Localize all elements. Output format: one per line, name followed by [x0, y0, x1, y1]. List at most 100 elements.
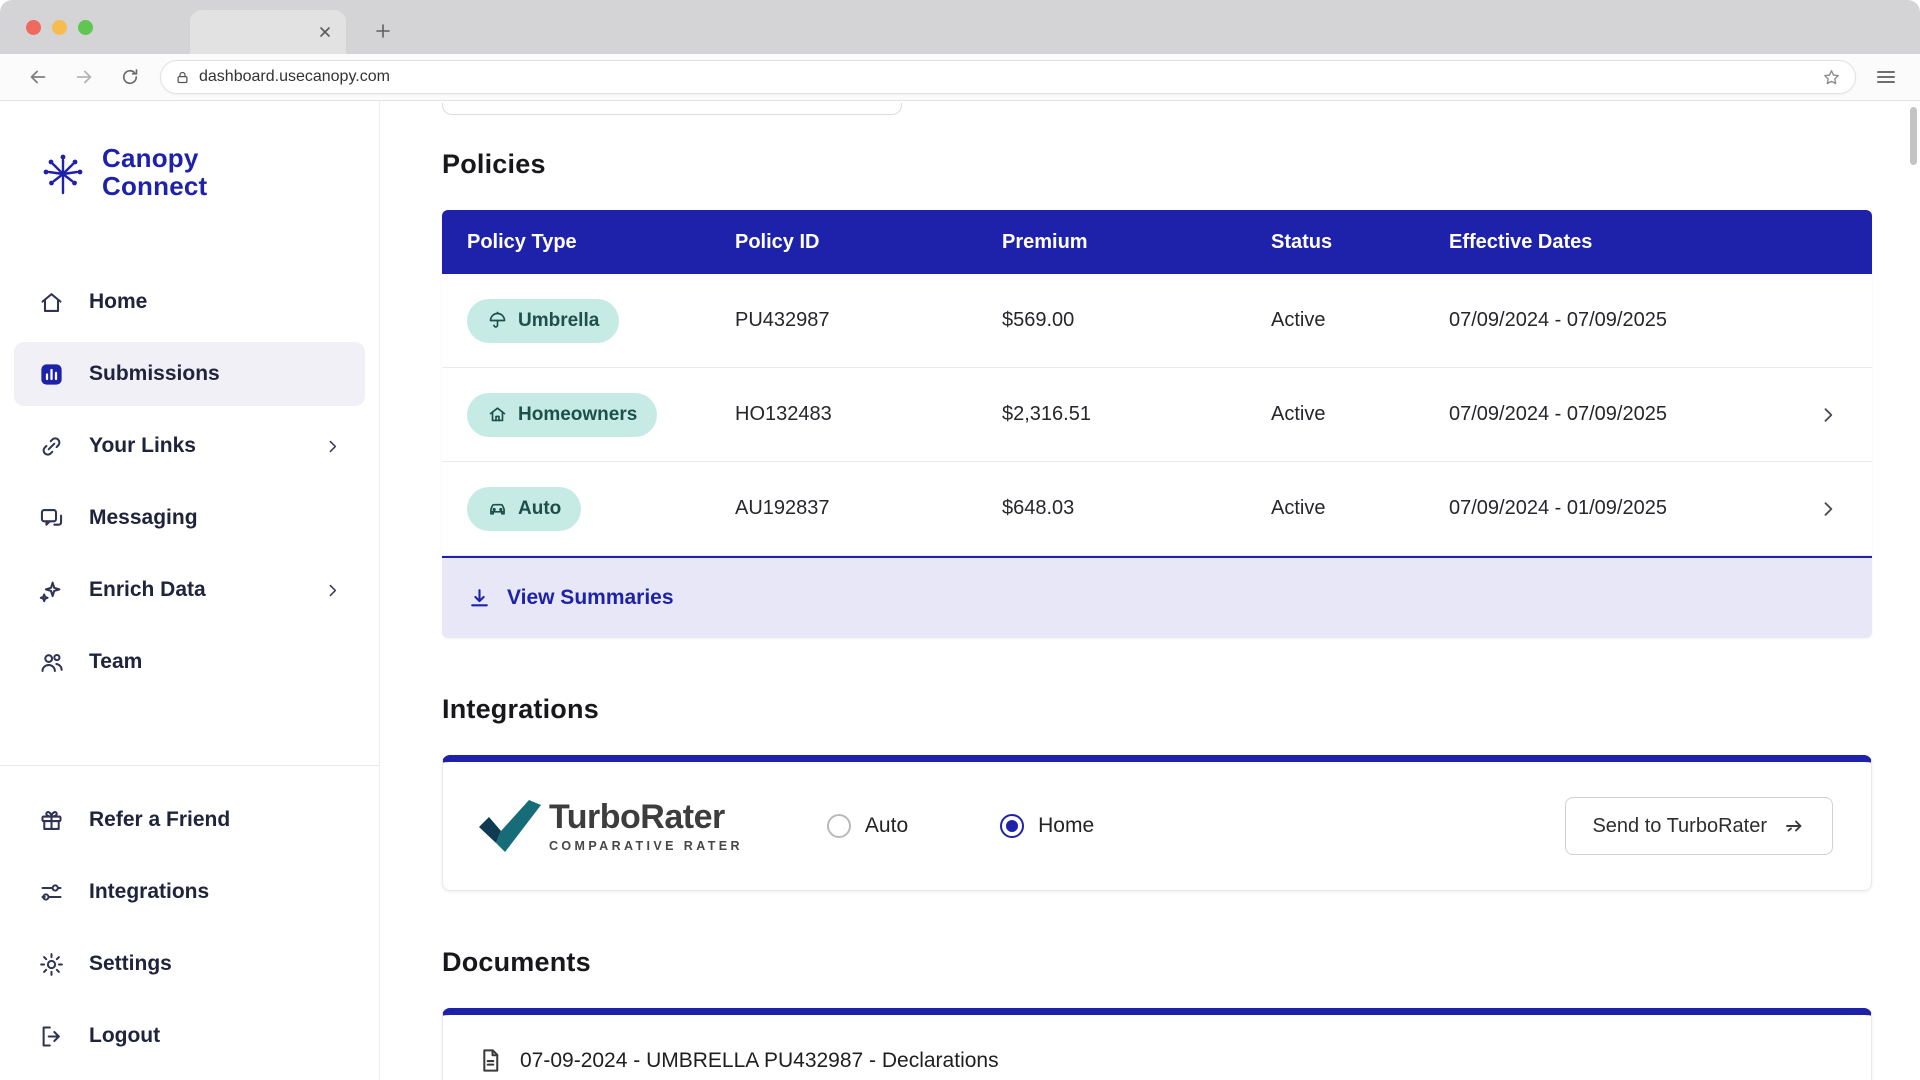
documents-heading: Documents: [442, 947, 591, 977]
new-tab-button[interactable]: [368, 16, 398, 46]
integrations-heading: Integrations: [442, 694, 599, 724]
sidebar-item-label: Settings: [89, 952, 172, 975]
policy-type-badge: Umbrella: [467, 298, 620, 343]
close-window-button[interactable]: [26, 20, 41, 35]
policy-id-cell: HO132483: [735, 403, 832, 425]
main-content: Policies Policy Type Policy ID Premium S…: [380, 101, 1920, 1080]
browser-menu-icon[interactable]: [1874, 65, 1898, 89]
effective-dates-cell: 07/09/2024 - 01/09/2025: [1449, 497, 1667, 519]
bookmark-star-icon[interactable]: [1822, 68, 1841, 87]
sidebar-item-label: Home: [89, 290, 148, 314]
policy-type-label: Umbrella: [518, 309, 600, 331]
sparkle-icon: [38, 577, 65, 604]
sliders-icon: [38, 879, 65, 906]
sidebar-item-team[interactable]: Team: [14, 630, 365, 694]
chevron-right-icon: [324, 438, 341, 455]
policy-row-auto[interactable]: Auto AU192837 $648.03 Active 07/09/2024 …: [442, 462, 1872, 556]
turborater-logo: TurboRater COMPARATIVE RATER: [477, 800, 743, 853]
cutoff-card-edge: [442, 103, 902, 115]
column-header-status: Status: [1271, 230, 1333, 253]
sidebar-item-settings[interactable]: Settings: [14, 932, 365, 996]
house-icon: [487, 404, 508, 425]
tab-close-icon[interactable]: [316, 23, 334, 41]
forward-button[interactable]: [68, 61, 100, 93]
policy-id-cell: PU432987: [735, 309, 830, 331]
policy-type-badge: Auto: [467, 486, 582, 531]
policy-row-homeowners[interactable]: Homeowners HO132483 $2,316.51 Active 07/…: [442, 368, 1872, 462]
reload-button[interactable]: [114, 61, 146, 93]
sidebar: Canopy Connect Home Submissions: [0, 101, 380, 1080]
column-header-premium: Premium: [1002, 230, 1088, 253]
sidebar-item-label: Submissions: [89, 362, 220, 386]
radio-home[interactable]: Home: [1000, 814, 1094, 838]
sidebar-item-label: Logout: [89, 1024, 161, 1047]
lock-icon: [175, 70, 190, 85]
gear-icon: [38, 951, 65, 978]
sidebar-item-messaging[interactable]: Messaging: [14, 486, 365, 550]
sidebar-item-submissions[interactable]: Submissions: [14, 342, 365, 407]
minimize-window-button[interactable]: [52, 20, 67, 35]
row-chevron-right-icon[interactable]: [1818, 499, 1838, 519]
sidebar-item-label: Integrations: [89, 880, 210, 903]
row-chevron-right-icon[interactable]: [1818, 405, 1838, 425]
view-summaries-button[interactable]: View Summaries: [442, 556, 1872, 638]
browser-tab[interactable]: [190, 10, 346, 54]
sidebar-item-home[interactable]: Home: [14, 270, 365, 334]
status-cell: Active: [1271, 497, 1326, 519]
sidebar-item-refer-a-friend[interactable]: Refer a Friend: [14, 788, 365, 852]
send-to-turborater-button[interactable]: Send to TurboRater: [1565, 797, 1833, 855]
back-button[interactable]: [22, 61, 54, 93]
policies-table: Policy Type Policy ID Premium Status Eff…: [442, 210, 1872, 638]
document-item[interactable]: 07-09-2024 - UMBRELLA PU432987 - Declara…: [477, 1047, 1837, 1074]
premium-cell: $648.03: [1002, 497, 1075, 519]
send-button-label: Send to TurboRater: [1592, 814, 1767, 837]
scrollbar-thumb[interactable]: [1910, 107, 1917, 165]
radio-auto[interactable]: Auto: [826, 814, 909, 838]
sidebar-item-label: Your Links: [89, 434, 196, 458]
policy-type-badge: Homeowners: [467, 392, 658, 437]
sidebar-item-logout[interactable]: Logout: [14, 1004, 365, 1068]
turborater-wordmark: TurboRater: [549, 797, 725, 836]
people-icon: [38, 649, 65, 676]
radio-circle-icon[interactable]: [826, 814, 851, 838]
sidebar-item-your-links[interactable]: Your Links: [14, 414, 365, 478]
logo-wordmark: Canopy Connect: [102, 143, 208, 201]
sidebar-item-label: Enrich Data: [89, 578, 206, 602]
turborater-tagline: COMPARATIVE RATER: [549, 838, 743, 853]
premium-cell: $569.00: [1002, 309, 1075, 331]
policies-table-header: Policy Type Policy ID Premium Status Eff…: [442, 210, 1872, 274]
status-cell: Active: [1271, 309, 1326, 331]
app-body: Canopy Connect Home Submissions: [0, 101, 1920, 1080]
chevron-right-icon: [324, 582, 341, 599]
send-arrow-icon: [1782, 814, 1806, 838]
canopy-connect-logo[interactable]: Canopy Connect: [36, 143, 379, 201]
umbrella-icon: [487, 310, 508, 331]
policies-heading: Policies: [442, 149, 546, 179]
radio-label: Home: [1038, 814, 1095, 837]
bar-chart-icon: [38, 361, 65, 388]
radio-label: Auto: [864, 814, 909, 837]
address-bar[interactable]: dashboard.usecanopy.com: [160, 60, 1856, 94]
sidebar-item-enrich-data[interactable]: Enrich Data: [14, 558, 365, 622]
home-icon: [38, 289, 65, 316]
radio-circle-icon[interactable]: [1000, 814, 1025, 838]
sidebar-item-label: Refer a Friend: [89, 808, 231, 831]
status-cell: Active: [1271, 403, 1326, 425]
sidebar-item-label: Messaging: [89, 506, 198, 530]
column-header-effective-dates: Effective Dates: [1449, 230, 1593, 253]
policy-row-umbrella[interactable]: Umbrella PU432987 $569.00 Active 07/09/2…: [442, 274, 1872, 368]
browser-toolbar: dashboard.usecanopy.com: [0, 54, 1920, 101]
policy-type-label: Auto: [518, 497, 562, 519]
turborater-swoosh-icon: [479, 800, 541, 852]
document-name: 07-09-2024 - UMBRELLA PU432987 - Declara…: [520, 1048, 999, 1072]
canopy-tree-icon: [43, 154, 83, 194]
sidebar-item-integrations[interactable]: Integrations: [14, 860, 365, 924]
zoom-window-button[interactable]: [78, 20, 93, 35]
sidebar-item-label: Team: [89, 650, 143, 674]
chat-icon: [38, 505, 65, 532]
sidebar-footer-nav: Refer a Friend Integrations Settings: [0, 784, 379, 1072]
link-icon: [38, 433, 65, 460]
effective-dates-cell: 07/09/2024 - 07/09/2025: [1449, 403, 1667, 425]
policy-type-label: Homeowners: [518, 403, 638, 425]
